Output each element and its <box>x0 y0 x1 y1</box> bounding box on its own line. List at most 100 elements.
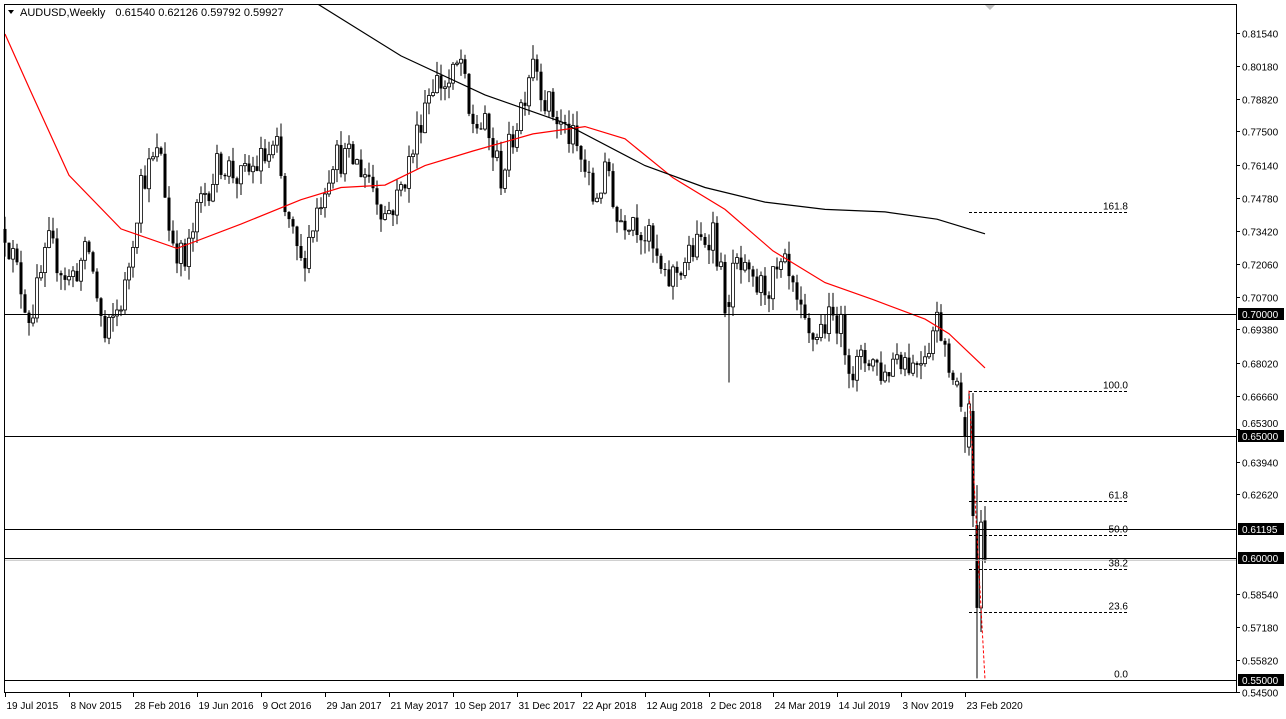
candle-bull <box>871 359 875 367</box>
time-axis[interactable]: 19 Jul 2015 8 Nov 2015 28 Feb 2016 19 Jun 2… <box>5 692 1024 712</box>
candle-bear <box>851 373 855 381</box>
candle-bear <box>223 174 227 177</box>
candle-bear <box>207 193 211 202</box>
candle-bear <box>543 100 547 112</box>
candle-bear <box>655 248 659 256</box>
candle-bear <box>291 219 295 227</box>
candle-bull <box>451 63 455 84</box>
time-tick-label: 12 Aug 2018 <box>647 701 704 712</box>
plot-frame <box>4 4 1237 693</box>
candle-bull <box>323 193 327 209</box>
candle-bull <box>307 236 311 269</box>
candle-bear <box>811 333 815 340</box>
candle-bear <box>915 363 919 365</box>
price-tick-label: 0.54500 <box>1242 689 1279 700</box>
collapse-triangle-icon[interactable] <box>8 10 14 14</box>
candle-bear <box>535 59 539 72</box>
candle-bull <box>911 362 915 374</box>
price-level-badge <box>1238 308 1284 320</box>
candle-bear <box>219 153 223 175</box>
candle-bull <box>431 92 435 96</box>
candle-bull <box>139 175 143 224</box>
candle-bear <box>611 171 615 207</box>
candle-bull <box>47 230 51 248</box>
candle-bear <box>739 257 743 271</box>
candle-bear <box>103 315 107 339</box>
price-level-badge-label: 0.61195 <box>1242 525 1278 536</box>
candle-bull <box>195 202 199 233</box>
candle-bull <box>687 244 691 263</box>
candle-bull <box>151 156 155 160</box>
fib-trendline <box>968 390 986 680</box>
candle-bull <box>531 58 535 79</box>
candle-bear <box>59 273 63 276</box>
candle-bull <box>191 231 195 239</box>
candle-bear <box>615 206 619 222</box>
price-tick-label: 0.74780 <box>1242 195 1279 206</box>
price-level-badge <box>1238 523 1284 535</box>
candle-bull <box>411 153 415 157</box>
candle-bear <box>439 75 443 89</box>
candle-bull <box>883 371 887 382</box>
candle-bull <box>35 277 39 319</box>
candle-bull <box>895 354 899 360</box>
candle-bear <box>359 159 363 178</box>
candle-bear <box>295 226 299 247</box>
candle-bull <box>31 317 35 324</box>
candle-bull <box>123 279 127 311</box>
candle-bear <box>963 417 967 437</box>
candle-bull <box>259 147 263 172</box>
candle-bull <box>711 222 715 251</box>
candle-bull <box>779 261 783 270</box>
candle-bull <box>503 169 507 189</box>
candle-bull <box>483 113 487 130</box>
candle-bear <box>663 268 667 270</box>
candle-bull <box>127 266 131 281</box>
candle-bull <box>343 148 347 175</box>
candle-bear <box>675 266 679 273</box>
candle-bear <box>247 163 251 172</box>
candle-bull <box>115 309 119 317</box>
candle-bear <box>567 123 571 144</box>
candle-bull <box>891 358 895 377</box>
candle-bear <box>95 271 99 299</box>
candle-bear <box>723 261 727 314</box>
candle-bear <box>951 372 955 381</box>
candle-bear <box>787 253 791 277</box>
price-tick-label: 0.58540 <box>1242 591 1279 602</box>
price-axis[interactable]: 0.81540 0.80180 0.78820 0.77500 0.76140 0.747… <box>1236 30 1284 700</box>
candle-bear <box>791 276 795 283</box>
candle-bull <box>759 275 763 293</box>
candle-bull <box>363 174 367 178</box>
candle-bear <box>947 343 951 373</box>
price-level-badge-label: 0.55000 <box>1242 676 1279 687</box>
price-tick-label: 0.63940 <box>1242 459 1279 470</box>
candle-bear <box>471 113 475 124</box>
price-level-badge <box>1238 552 1284 564</box>
candle-bear <box>75 270 79 282</box>
candle-bull <box>827 306 831 334</box>
time-tick-label: 24 Mar 2019 <box>775 701 832 712</box>
candle-bear <box>499 150 503 189</box>
candle-bear <box>959 382 963 407</box>
chart-shift-marker-icon[interactable] <box>985 5 995 10</box>
fib-level-label: 100.0 <box>1103 381 1128 392</box>
price-tick-label: 0.78820 <box>1242 96 1279 107</box>
candle-bull <box>355 159 359 165</box>
candle-bear <box>303 258 307 269</box>
candle-bull <box>275 136 279 146</box>
candle-bear <box>635 217 639 235</box>
candle-bull <box>383 213 387 220</box>
candle-bear <box>163 153 167 198</box>
candle-bear <box>367 174 371 177</box>
fib-level-label: 161.8 <box>1103 202 1128 213</box>
candle-bull <box>119 309 123 312</box>
candle-bear <box>339 145 343 174</box>
candle-bear <box>143 175 147 189</box>
candle-bull <box>399 184 403 191</box>
price-level-badge <box>1238 674 1284 686</box>
candle-bear <box>707 244 711 251</box>
candle-bull <box>731 262 735 308</box>
